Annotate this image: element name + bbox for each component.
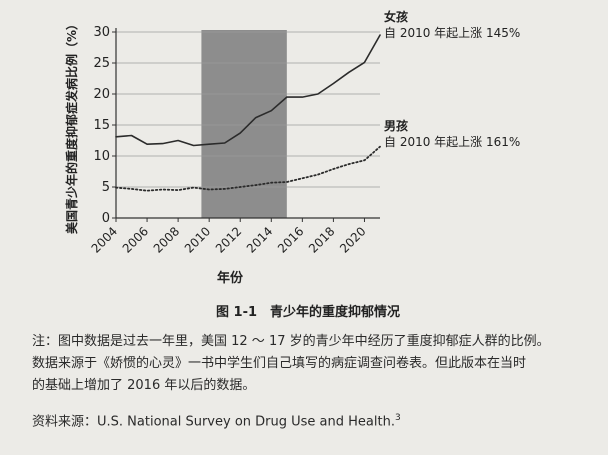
x-tick-label: 2016 [275, 224, 306, 255]
girls-series-note: 自 2010 年起上涨 145% [384, 25, 520, 40]
y-tick-label: 15 [93, 118, 110, 133]
chart: 0 5 10 15 20 25 30 2004 2006 2008 2010 2012 2014 2016… [64, 9, 520, 286]
note-line-3: 的基础上增加了 2016 年以后的数据。 [32, 378, 256, 393]
shaded-period [201, 30, 287, 218]
source-text: 资料来源：U.S. National Survey on Drug Use an… [32, 414, 395, 430]
x-tick-label: 2004 [89, 224, 120, 255]
girls-series-name: 女孩 [384, 9, 408, 24]
source-line: 资料来源：U.S. National Survey on Drug Use an… [32, 407, 401, 433]
source-footnote-marker: 3 [394, 413, 401, 423]
x-tick-label: 2006 [120, 224, 151, 255]
y-tick-label: 5 [102, 180, 110, 195]
y-tick-label: 25 [93, 56, 110, 71]
x-axis-label: 年份 [217, 270, 244, 286]
x-tick-label: 2018 [306, 224, 337, 255]
x-tick-label: 2012 [213, 224, 244, 255]
y-axis-label: 美国青少年的重度抑郁症发病比例（%） [64, 18, 79, 234]
series-layer [115, 34, 381, 192]
note-line-1: 注：图中数据是过去一年里，美国 12 ～ 17 岁的青少年中经历了重度抑郁症人群… [32, 334, 550, 349]
y-tick-label: 30 [93, 25, 110, 40]
y-tick-label: 10 [93, 149, 110, 164]
series-line-0 [115, 34, 381, 147]
figure-caption: 图 1-1 青少年的重度抑郁情况 [216, 305, 401, 320]
note-line-2: 数据来源于《娇惯的心灵》一书中学生们自己填写的病症调查问卷表。但此版本在当时 [32, 356, 527, 371]
y-tick-label: 0 [102, 211, 110, 226]
x-tick-label: 2020 [337, 224, 368, 255]
y-tick-label: 20 [93, 87, 110, 102]
x-tick-label: 2010 [182, 224, 213, 255]
series-labels: 女孩 自 2010 年起上涨 145% 男孩 自 2010 年起上涨 161% [384, 9, 520, 149]
boys-series-name: 男孩 [384, 118, 408, 133]
series-line-1 [115, 145, 381, 192]
boys-series-note: 自 2010 年起上涨 161% [384, 134, 520, 149]
x-tick-label: 2014 [244, 224, 275, 255]
x-tick-label: 2008 [151, 224, 182, 255]
